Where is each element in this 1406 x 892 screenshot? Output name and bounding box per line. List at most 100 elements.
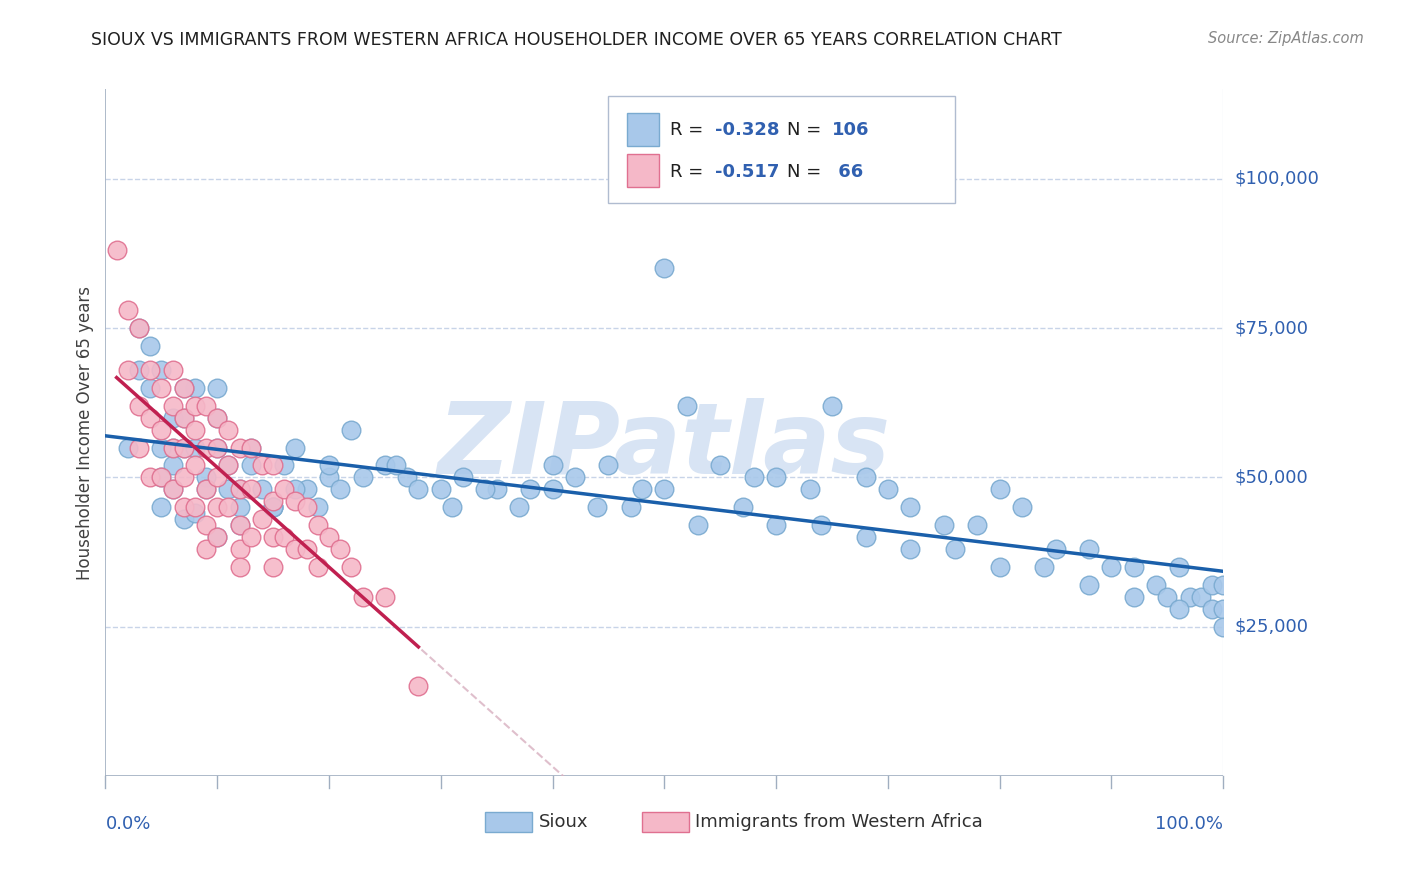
Point — [205, 441, 228, 455]
Point — [396, 470, 419, 484]
Point — [184, 506, 207, 520]
Point — [675, 399, 697, 413]
Point — [318, 458, 340, 473]
Point — [1033, 560, 1056, 574]
Point — [709, 458, 731, 473]
Point — [340, 423, 363, 437]
Point — [239, 530, 262, 544]
Point — [318, 530, 340, 544]
Point — [128, 363, 150, 377]
Point — [340, 560, 363, 574]
Point — [128, 441, 150, 455]
Point — [173, 381, 195, 395]
Point — [273, 483, 295, 497]
Text: N =: N = — [787, 162, 827, 180]
Point — [150, 381, 173, 395]
Point — [318, 470, 340, 484]
Point — [1212, 620, 1234, 634]
Point — [1167, 602, 1189, 616]
Point — [228, 518, 250, 533]
Point — [329, 483, 352, 497]
Point — [295, 542, 318, 557]
Point — [1011, 500, 1033, 515]
Point — [295, 483, 318, 497]
Point — [586, 500, 609, 515]
Point — [228, 500, 250, 515]
Point — [150, 500, 173, 515]
Point — [162, 399, 184, 413]
Point — [217, 483, 239, 497]
Point — [173, 410, 195, 425]
Point — [652, 483, 676, 497]
Point — [205, 381, 228, 395]
Bar — [485, 812, 533, 832]
Point — [262, 500, 284, 515]
Point — [217, 423, 239, 437]
Text: N =: N = — [787, 121, 827, 139]
Point — [228, 483, 250, 497]
Point — [128, 399, 150, 413]
Text: Immigrants from Western Africa: Immigrants from Western Africa — [695, 814, 983, 831]
Point — [105, 244, 128, 258]
Point — [1122, 560, 1144, 574]
Text: $25,000: $25,000 — [1234, 618, 1309, 636]
Text: R =: R = — [669, 121, 709, 139]
Point — [184, 381, 207, 395]
Point — [943, 542, 966, 557]
Point — [1156, 590, 1178, 604]
Point — [374, 458, 396, 473]
Point — [173, 410, 195, 425]
Point — [262, 500, 284, 515]
Text: 0.0%: 0.0% — [105, 815, 150, 833]
Point — [139, 470, 162, 484]
Point — [352, 470, 374, 484]
Point — [821, 399, 844, 413]
Point — [139, 381, 162, 395]
Point — [128, 321, 150, 335]
Point — [195, 399, 218, 413]
Point — [485, 483, 508, 497]
Point — [239, 483, 262, 497]
Point — [1212, 578, 1234, 592]
Point — [205, 500, 228, 515]
Point — [139, 363, 162, 377]
Point — [262, 500, 284, 515]
Point — [162, 483, 184, 497]
Point — [620, 500, 643, 515]
Point — [217, 500, 239, 515]
Text: $50,000: $50,000 — [1234, 468, 1308, 486]
Point — [162, 441, 184, 455]
Point — [1122, 590, 1144, 604]
Point — [988, 483, 1011, 497]
Point — [262, 494, 284, 508]
Point — [228, 560, 250, 574]
Point — [855, 530, 877, 544]
Point — [295, 500, 318, 515]
Point — [117, 441, 139, 455]
Point — [1144, 578, 1167, 592]
Text: Sioux: Sioux — [538, 814, 589, 831]
Point — [139, 339, 162, 353]
Point — [765, 470, 787, 484]
Text: 100.0%: 100.0% — [1156, 815, 1223, 833]
Point — [162, 410, 184, 425]
Point — [150, 363, 173, 377]
Point — [1201, 602, 1223, 616]
Point — [686, 518, 709, 533]
Point — [988, 560, 1011, 574]
Text: -0.328: -0.328 — [714, 121, 779, 139]
Y-axis label: Householder Income Over 65 years: Householder Income Over 65 years — [76, 285, 94, 580]
Point — [1045, 542, 1067, 557]
Point — [307, 560, 329, 574]
Point — [250, 512, 273, 526]
Point — [932, 518, 955, 533]
Point — [173, 381, 195, 395]
Point — [250, 483, 273, 497]
Point — [1167, 560, 1189, 574]
Point — [374, 590, 396, 604]
Point — [195, 470, 218, 484]
Point — [184, 399, 207, 413]
Point — [239, 441, 262, 455]
Point — [239, 441, 262, 455]
Point — [810, 518, 832, 533]
